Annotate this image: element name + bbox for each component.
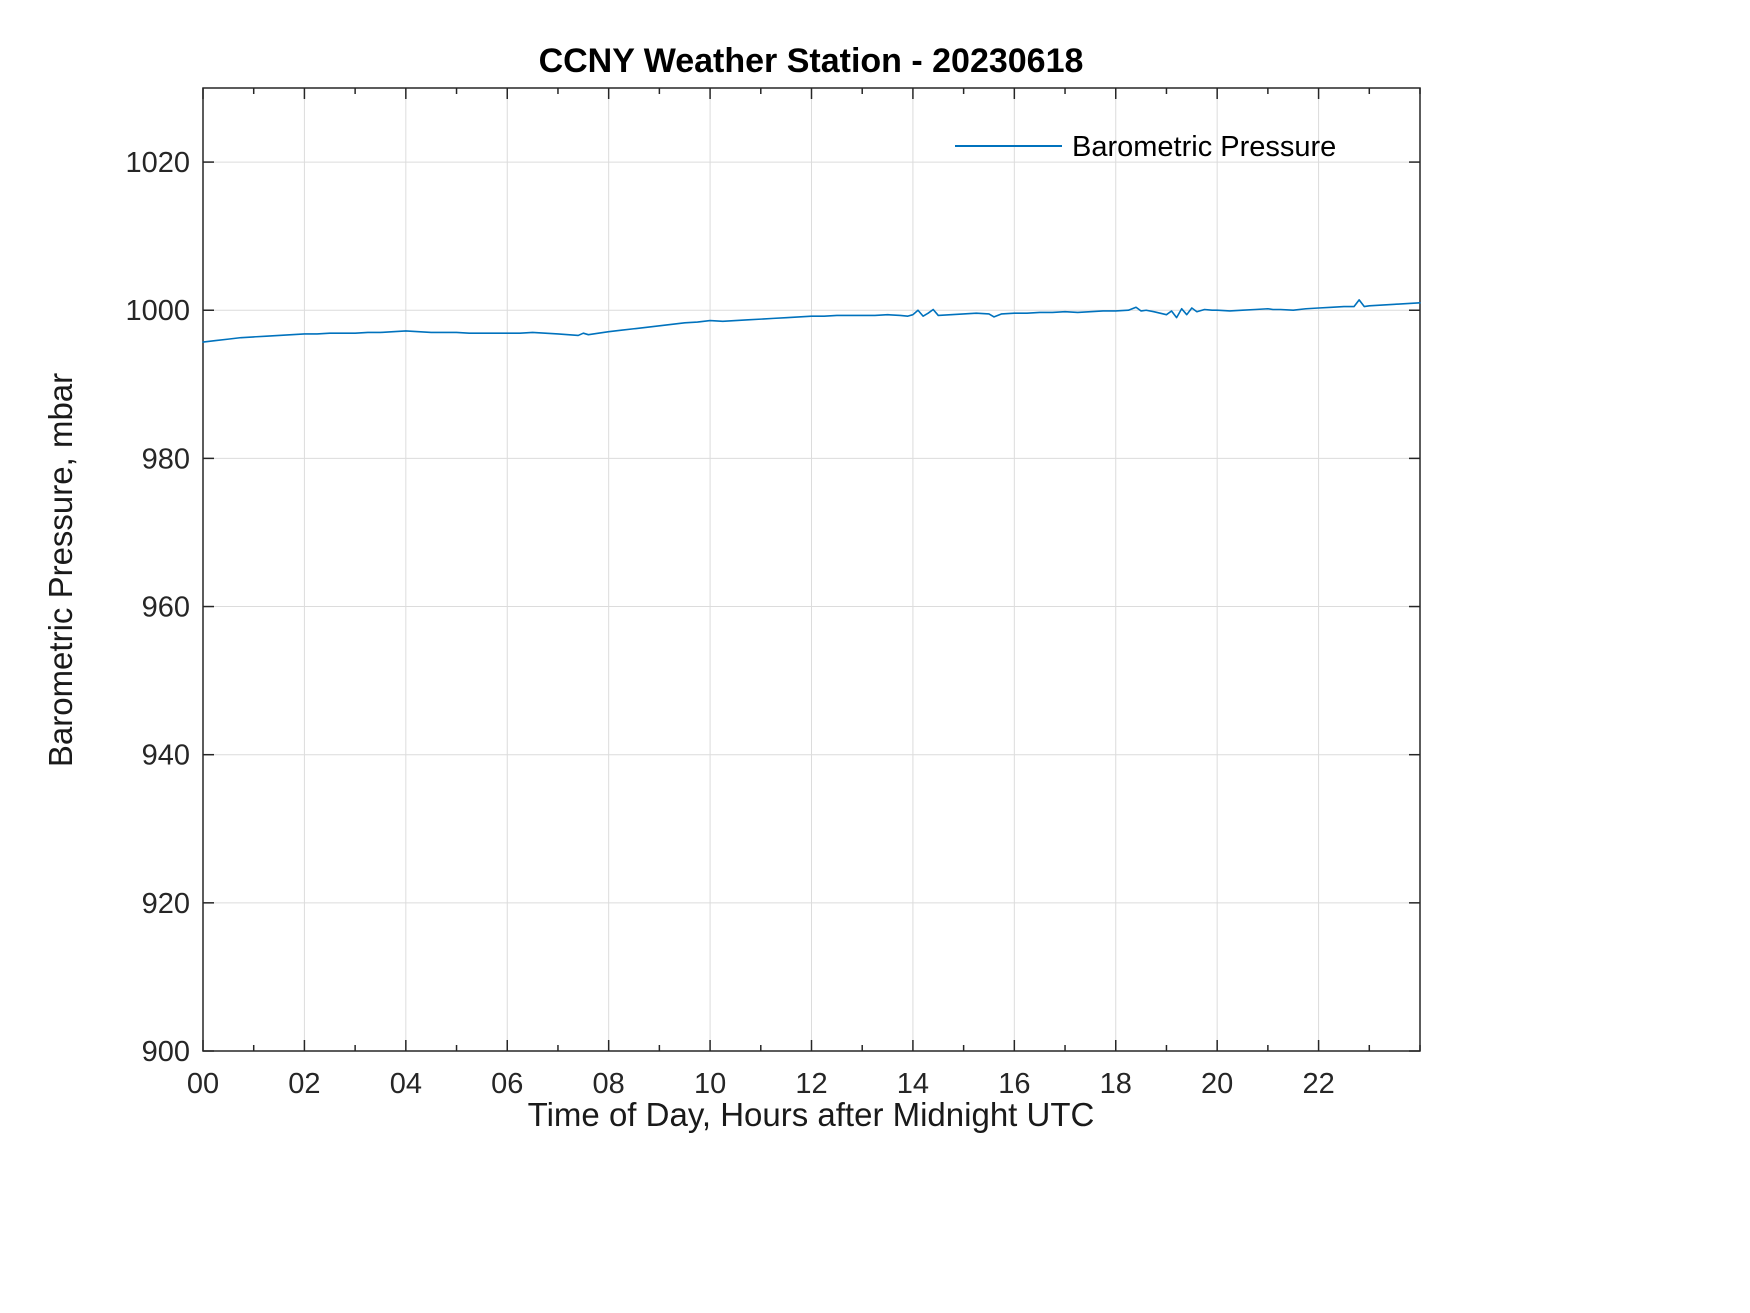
x-tick-label: 20 [1201, 1068, 1233, 1100]
y-tick-label: 940 [142, 740, 190, 772]
legend: Barometric Pressure [955, 131, 1336, 163]
series-layer [202, 299, 1421, 343]
y-tick-label: 900 [142, 1036, 190, 1068]
x-tick-label: 18 [1100, 1068, 1132, 1100]
x-tick-label: 14 [897, 1068, 929, 1100]
pressure-line [202, 299, 1421, 343]
x-tick-label: 22 [1302, 1068, 1334, 1100]
chart-title: CCNY Weather Station - 20230618 [539, 42, 1084, 80]
y-tick-label: 960 [142, 592, 190, 624]
x-tick-label: 08 [593, 1068, 625, 1100]
x-tick-label: 16 [998, 1068, 1030, 1100]
y-tick-label: 980 [142, 443, 190, 475]
x-tick-label: 12 [795, 1068, 827, 1100]
y-axis-label: Barometric Pressure, mbar [42, 373, 79, 767]
grid-layer [203, 88, 1420, 1051]
y-tick-label: 1020 [125, 147, 190, 179]
x-axis-label: Time of Day, Hours after Midnight UTC [528, 1096, 1095, 1133]
y-tick-label: 1000 [125, 295, 190, 327]
legend-label: Barometric Pressure [1072, 131, 1336, 163]
x-tick-label: 04 [390, 1068, 422, 1100]
tick-label-layer: 00 02 04 06 08 10 12 14 16 18 20 22 900 920 940 960 980 1… [125, 147, 1334, 1100]
x-tick-label: 10 [694, 1068, 726, 1100]
x-tick-label: 02 [288, 1068, 320, 1100]
y-tick-label: 920 [142, 888, 190, 920]
tick-layer [202, 88, 1421, 1052]
x-tick-label: 06 [491, 1068, 523, 1100]
x-tick-label: 00 [187, 1068, 219, 1100]
